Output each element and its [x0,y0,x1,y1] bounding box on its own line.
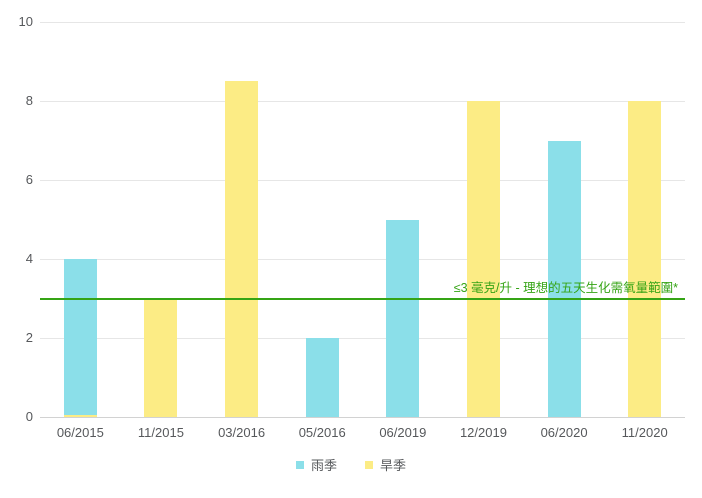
y-tick-label: 8 [25,93,33,108]
gridline-y-4 [40,259,685,260]
reference-line [40,297,685,300]
y-tick-label: 4 [25,251,33,266]
legend-swatch-icon [365,460,373,469]
x-tick-label: 03/2016 [218,425,266,440]
legend-item-雨季[interactable]: 雨季 [295,455,337,474]
bar-雨季-06/2019[interactable] [386,219,420,417]
gridline-y-10 [40,22,685,23]
y-tick-label: 6 [25,172,33,187]
legend-item-旱季[interactable]: 旱季 [365,455,406,474]
legend-swatch-icon [295,460,304,469]
x-tick-label: 12/2019 [459,425,507,440]
y-tick-label: 0 [25,409,33,424]
bar-旱季-03/2016[interactable] [225,81,259,417]
x-tick-label: 06/2019 [379,425,427,440]
x-tick-label: 11/2020 [621,425,668,440]
x-tick-label: 06/2020 [540,425,588,440]
x-tick-label: 11/2015 [137,425,184,440]
legend: 雨季 旱季 [0,455,702,474]
bar-旱季-11/2020[interactable] [628,101,662,417]
bar-旱季-12/2019[interactable] [466,101,500,417]
y-tick-label: 2 [25,330,33,345]
y-tick-label: 10 [18,14,33,29]
legend-label: 旱季 [380,458,407,473]
bar-雨季-06/2020[interactable] [547,140,581,417]
reference-line-label: ≤3 毫克/升 - 理想的五天生化需氧量範圍* [453,281,678,295]
bar-雨季-06/2015[interactable] [63,259,97,417]
x-axis-line [40,417,685,418]
x-tick-label: 05/2016 [298,425,346,440]
bar-雨季-05/2016[interactable] [305,338,339,417]
x-tick-label: 06/2015 [56,425,104,440]
gridline-y-2 [40,338,685,339]
legend-label: 雨季 [310,458,337,473]
gridline-y-8 [40,101,685,102]
bar-旱季-06/2015[interactable] [63,415,97,417]
gridline-y-6 [40,180,685,181]
bar-旱季-11/2015[interactable] [144,298,178,417]
